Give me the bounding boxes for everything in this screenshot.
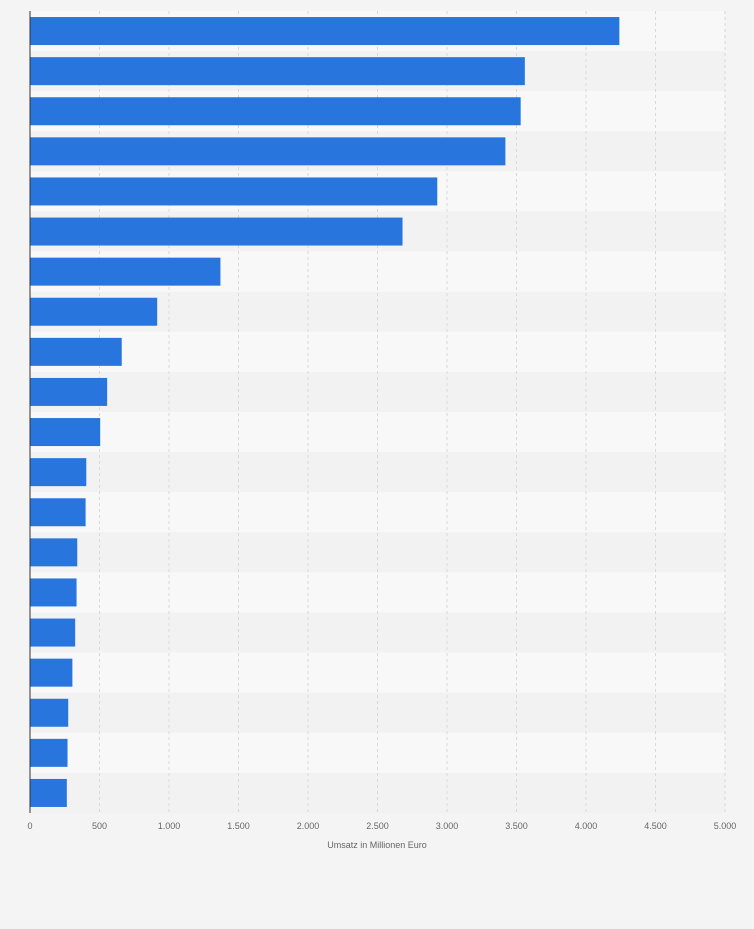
bar [30,418,101,447]
x-tick-label: 1.500 [227,821,250,831]
bar [30,458,87,487]
bar [30,698,69,727]
x-tick-label: 4.500 [644,821,667,831]
x-tick-label: 3.000 [436,821,459,831]
bar [30,377,108,406]
x-tick-label: 4.000 [575,821,598,831]
bar [30,538,78,567]
bar [30,337,122,366]
bar [30,778,67,807]
bar [30,177,438,206]
x-tick-labels: 0 500 1.000 1.500 2.000 2.500 3.000 3.500 4.000 4… [27,821,736,831]
bar [30,137,506,166]
x-tick-label: 1.000 [158,821,181,831]
bars [30,17,620,807]
x-tick-label: 500 [92,821,107,831]
bar [30,57,525,86]
bar [30,618,76,647]
x-tick-label: 2.500 [366,821,389,831]
bar [30,257,221,286]
x-tick-label: 0 [27,821,32,831]
bar [30,97,521,126]
x-axis-title: Umsatz in Millionen Euro [327,840,427,850]
bar [30,17,620,46]
x-tick-label: 2.000 [297,821,320,831]
bar [30,297,158,326]
x-tick-label: 3.500 [505,821,528,831]
bar [30,658,73,687]
bar [30,738,68,767]
bar [30,217,403,246]
x-tick-label: 5.000 [714,821,737,831]
bar [30,498,86,527]
bar [30,578,77,607]
